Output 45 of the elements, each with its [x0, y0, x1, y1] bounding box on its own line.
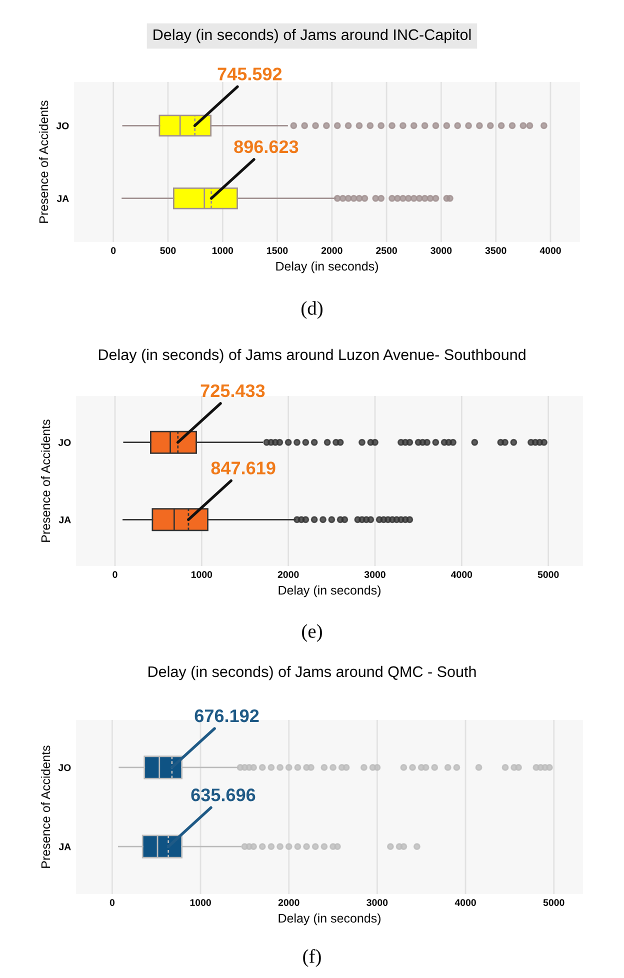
x-tick-label: 500 — [160, 247, 176, 254]
chart-title: Delay (in seconds) of Jams around Luzon Avenue- Southbound — [98, 348, 526, 364]
x-axis-title: Delay (in seconds) — [276, 261, 378, 274]
chart-title: Delay (in seconds) of Jams around INC-Capitol — [154, 28, 471, 44]
x-tick-label: 1000 — [212, 247, 234, 254]
x-tick-label: 1500 — [267, 247, 288, 254]
annotation: 676.192 — [194, 709, 259, 722]
annotation: 745.592 — [218, 68, 282, 80]
x-tick-label: 4000 — [540, 247, 561, 254]
x-tick-label: 5000 — [543, 899, 564, 906]
x-tick-label: 0 — [111, 247, 116, 254]
x-tick-label: 3500 — [485, 247, 506, 254]
x-tick-label: 1000 — [190, 899, 211, 906]
annotation: 635.696 — [191, 788, 256, 802]
x-tick-label: 2000 — [321, 247, 342, 254]
x-tick-label: 2000 — [278, 571, 299, 578]
x-tick-label: 2500 — [376, 247, 397, 254]
x-axis-title: Delay (in seconds) — [278, 913, 380, 926]
x-tick-label: 1000 — [191, 571, 212, 578]
x-tick-label: 4000 — [454, 899, 476, 906]
x-tick-label: 3000 — [430, 247, 452, 254]
y-axis-title: Presence of Accidents — [38, 100, 48, 223]
text: (e) — [302, 624, 322, 642]
x-axis-title: Delay (in seconds) — [278, 585, 380, 598]
x-tick-label: 4000 — [451, 571, 472, 578]
y-tick-label: JO — [56, 122, 69, 130]
text: (f) — [303, 949, 321, 967]
x-tick-label: 2000 — [278, 899, 300, 906]
x-tick-label: 0 — [110, 899, 115, 906]
x-tick-label: 5000 — [538, 571, 559, 578]
annotation: 847.619 — [211, 462, 276, 474]
y-axis-title: Presence of Accidents — [40, 746, 50, 868]
x-tick-label: 0 — [112, 571, 118, 578]
y-tick-label: JA — [58, 843, 71, 850]
y-tick-label: JA — [56, 195, 69, 202]
y-tick-label: JA — [58, 516, 71, 524]
y-tick-label: JO — [58, 439, 71, 446]
chart-title: Delay (in seconds) of Jams around QMC - South — [148, 666, 476, 680]
y-tick-label: JO — [58, 764, 71, 772]
annotation: 896.623 — [234, 140, 298, 154]
y-axis-title: Presence of Accidents — [40, 420, 50, 542]
annotation: 725.433 — [200, 384, 265, 398]
text: (d) — [302, 301, 322, 319]
x-tick-label: 3000 — [364, 571, 386, 578]
x-tick-label: 3000 — [366, 899, 388, 906]
